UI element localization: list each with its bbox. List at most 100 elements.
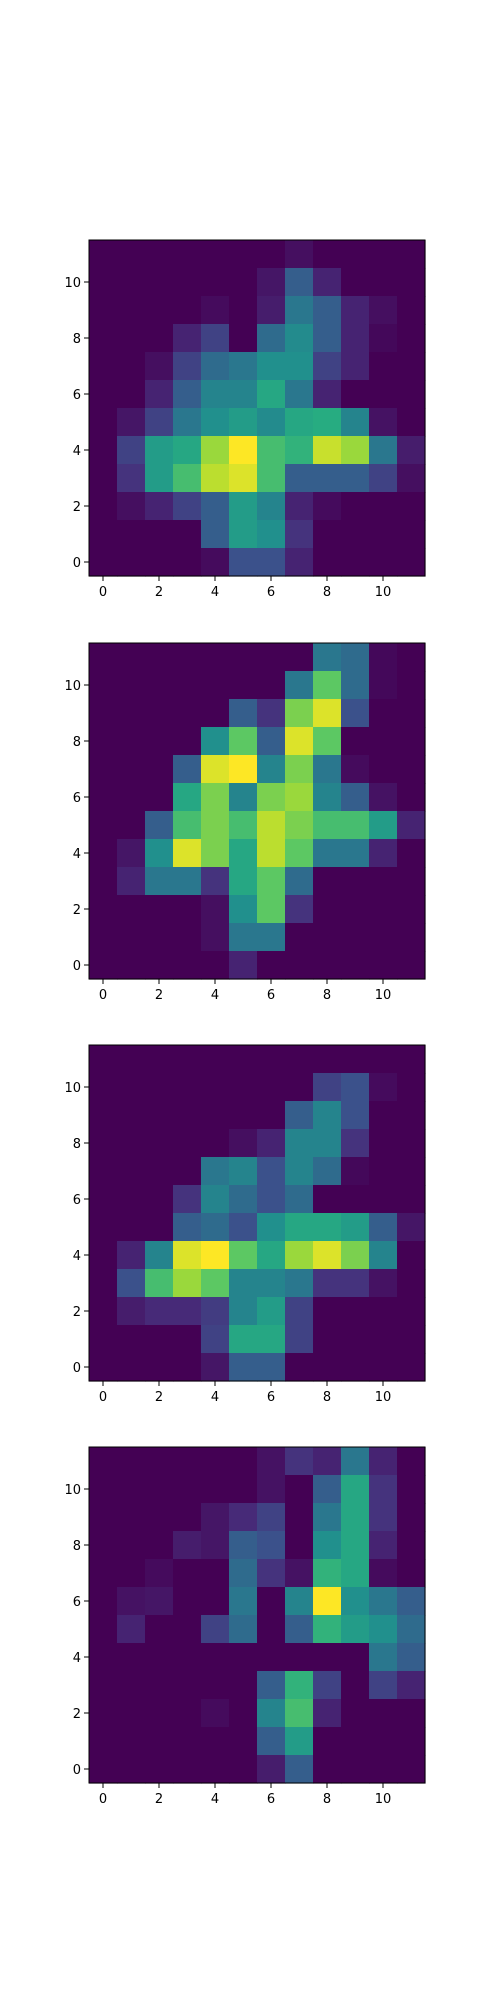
heatmap-cell [397,811,426,840]
heatmap-cell [257,520,286,549]
heatmap-cell [201,1503,230,1532]
heatmap-cell [341,408,370,437]
y-tick-label: 4 [73,1651,81,1666]
heatmap-cell [369,699,398,728]
heatmap-cell [201,324,230,353]
heatmap-cell [145,408,174,437]
y-tick-label: 6 [73,1193,81,1208]
heatmap-cell [257,699,286,728]
x-tick-label: 4 [211,1390,219,1405]
heatmap-cell [341,1045,370,1074]
heatmap-cell [341,1213,370,1242]
heatmap-cell [89,324,118,353]
heatmap-cell [201,464,230,493]
x-tick-label: 4 [211,585,219,600]
heatmap-cell [145,671,174,700]
heatmap-cell [397,951,426,980]
heatmap-cell [257,867,286,896]
heatmap-cell [229,1531,258,1560]
heatmap-cell [201,1213,230,1242]
heatmap-cell [313,867,342,896]
heatmap-cell [341,1643,370,1672]
heatmap-cell [257,1503,286,1532]
heatmap-cell [313,268,342,297]
heatmap-cell [89,380,118,409]
heatmap-cell [173,1755,202,1784]
heatmap-cell [89,867,118,896]
y-tick-label: 0 [73,1361,81,1376]
heatmap-cell [369,811,398,840]
heatmap-cell [397,1559,426,1588]
heatmap-cell [173,755,202,784]
heatmap-cell [341,1269,370,1298]
heatmap-cell [117,1297,146,1326]
heatmap-cell [201,1643,230,1672]
heatmap-cell [173,727,202,756]
heatmap-cell [397,1129,426,1158]
heatmap-cell [285,727,314,756]
heatmap-cell [201,380,230,409]
heatmap-cell [229,1325,258,1354]
heatmap-cell [397,783,426,812]
y-tick-label: 8 [73,735,81,750]
heatmap-cell [369,548,398,577]
heatmap-cell [285,643,314,672]
heatmap-cell [173,1297,202,1326]
heatmap-cell [257,1297,286,1326]
heatmap-cell [313,1269,342,1298]
heatmap-cell [397,1213,426,1242]
heatmap-cell [117,867,146,896]
heatmap-cell [313,1045,342,1074]
heatmap-cell [229,1699,258,1728]
heatmap-cell [341,1727,370,1756]
heatmap-cell [313,1129,342,1158]
heatmap-cell [173,839,202,868]
heatmap-cell [285,1559,314,1588]
y-tick-label: 8 [73,1137,81,1152]
heatmap-cell [397,436,426,465]
heatmap-cell [257,1241,286,1270]
heatmap-cell [257,1157,286,1186]
heatmap-cell [173,1073,202,1102]
heatmap-cell [117,727,146,756]
heatmap-cell [257,951,286,980]
heatmap-cell [117,1325,146,1354]
heatmap-cell [145,1727,174,1756]
x-tick-label: 0 [99,1390,107,1405]
heatmap-cell [229,268,258,297]
heatmap-cell [397,1615,426,1644]
heatmap-cell [173,1615,202,1644]
heatmap-cell [229,867,258,896]
heatmap-cell [257,1755,286,1784]
heatmap-cell [201,1699,230,1728]
heatmap-cell [313,380,342,409]
heatmap-cell [229,1129,258,1158]
heatmap-cell [313,895,342,924]
heatmap-cell [313,1353,342,1382]
heatmap-cell [397,296,426,325]
heatmap-cell [145,1213,174,1242]
heatmap-cell [257,1671,286,1700]
heatmap-cell [89,895,118,924]
heatmap-cell [397,1531,426,1560]
heatmap-cell [201,1447,230,1476]
heatmap-cell [369,436,398,465]
heatmap-cell [201,240,230,269]
y-tick-label: 0 [73,959,81,974]
heatmap-cell [229,324,258,353]
y-tick-label: 10 [64,276,81,291]
heatmap-cell [313,1727,342,1756]
x-tick-label: 6 [267,1792,275,1807]
heatmap-cell [369,1073,398,1102]
heatmap-cell [89,548,118,577]
axes-frame [88,239,426,577]
heatmap-cell [229,727,258,756]
heatmap-cell [341,492,370,521]
heatmap-cell [117,1727,146,1756]
heatmap-cell [201,1559,230,1588]
heatmap-cell [341,1241,370,1270]
heatmap-cell [173,1671,202,1700]
heatmap-cell [313,755,342,784]
heatmap-cell [341,1073,370,1102]
y-tick-label: 8 [73,1539,81,1554]
